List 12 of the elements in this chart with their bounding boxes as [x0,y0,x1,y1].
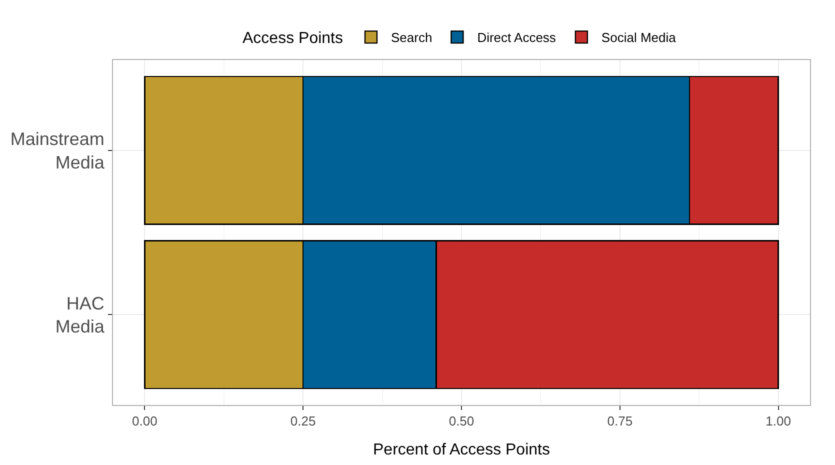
y-tick-label: Mainstream Media [10,128,106,172]
legend-label: Direct Access [477,30,556,46]
x-tick-label: 0.50 [448,414,474,429]
x-axis-title: Percent of Access Points [373,441,550,458]
x-tick-label: 0.00 [132,414,158,429]
x-tick-label: 0.75 [607,414,633,429]
x-tick-label: 1.00 [766,414,791,429]
x-tick-label: 0.25 [290,414,316,429]
legend-label: Search [390,30,432,46]
y-tick-label: HAC Media [55,293,106,337]
legend-title: Access Points [242,30,343,47]
legend-label: Social Media [601,30,677,46]
